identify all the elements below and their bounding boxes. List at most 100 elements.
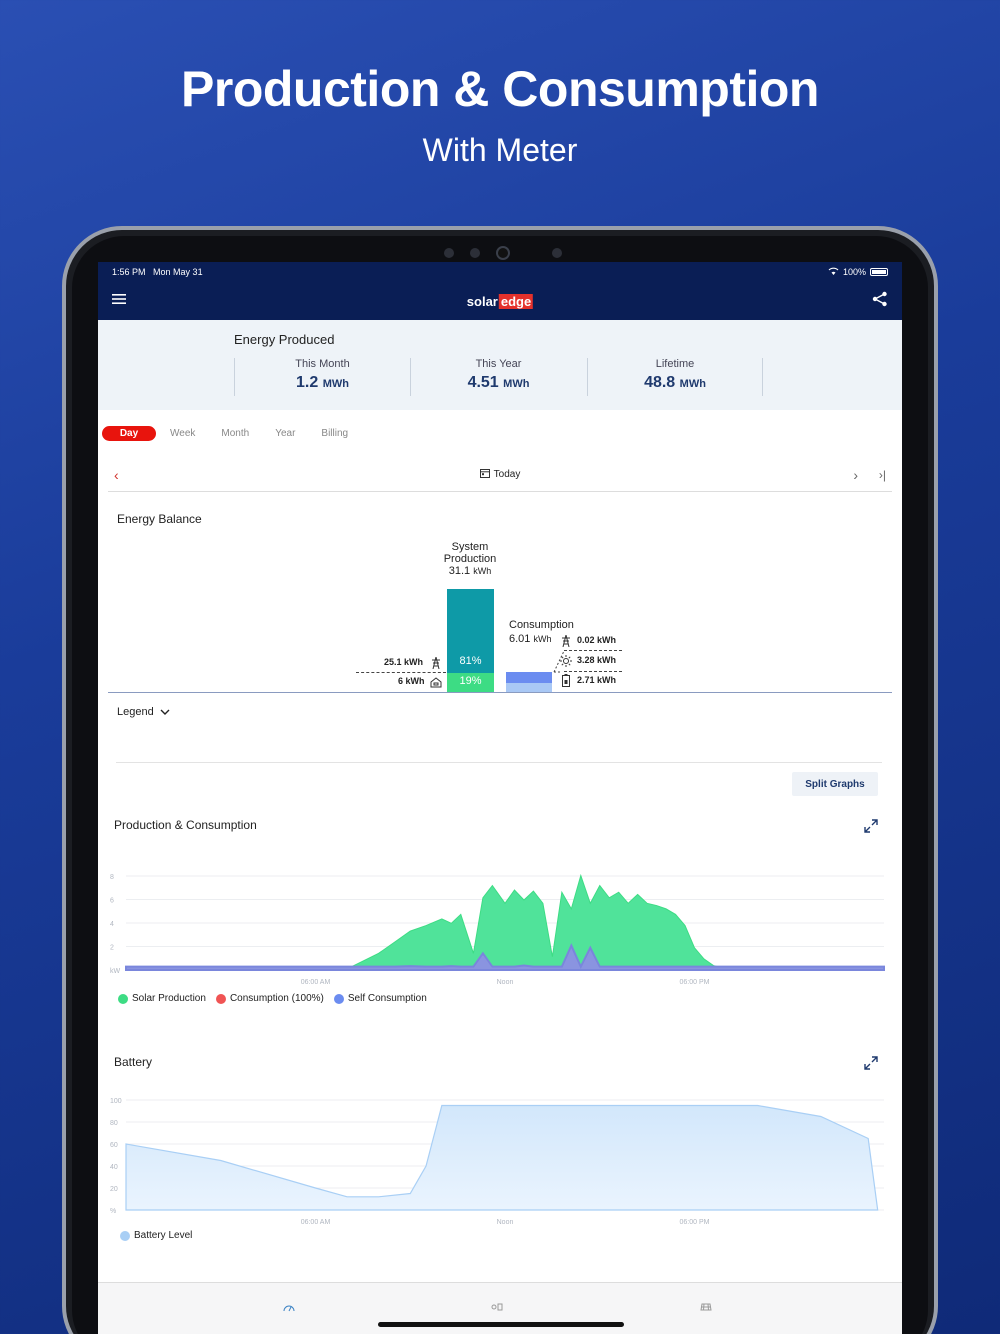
chevron-right-icon[interactable]: › [853, 466, 858, 483]
consumption-bar-solar [506, 672, 552, 683]
series-area-self-consumption [125, 943, 885, 971]
consumption-bar-battery [506, 683, 552, 692]
camera-lens [496, 246, 510, 260]
sensor-dot [470, 248, 480, 258]
y-tick-label: 60 [110, 1142, 118, 1149]
legend-item-battery-level[interactable]: Battery Level [120, 1230, 192, 1241]
status-bar: 1:56 PM Mon May 31 100% [98, 262, 902, 282]
tab-year[interactable]: Year [275, 428, 296, 439]
stat-this-year: This Year 4.51 MWh [410, 358, 586, 396]
dashboard-tab-icon[interactable] [283, 1299, 295, 1317]
sun-icon [560, 654, 572, 672]
production-consumption-chart: 8 6 4 2 kW 06:00 AM Noon 06:00 PM [110, 873, 885, 986]
y-tick-label: 6 [110, 898, 114, 905]
export-value: 25.1 kWh [384, 657, 424, 667]
x-tick-label: Noon [497, 1219, 514, 1226]
tab-month[interactable]: Month [221, 428, 250, 439]
energy-produced-panel: Energy Produced This Month 1.2 MWh This … [98, 320, 902, 410]
legend-dot [333, 993, 344, 1004]
sensor-dot [552, 248, 562, 258]
solaredge-logo: solar edge [466, 293, 534, 309]
dashed-separator [564, 650, 622, 651]
skip-to-end-icon[interactable]: ›| [878, 467, 886, 482]
x-tick-label: 06:00 PM [680, 979, 710, 986]
energy-produced-title: Energy Produced [234, 332, 335, 347]
tab-week[interactable]: Week [170, 428, 196, 439]
legend-item-self-consumption[interactable]: Self Consumption [333, 993, 427, 1004]
from-solar-value: 3.28 kWh [577, 655, 617, 665]
connector-lines [553, 650, 565, 673]
prod-cons-title: Production & Consumption [114, 818, 257, 832]
series-area-battery-level [125, 1104, 879, 1211]
sensor-dot [444, 248, 454, 258]
x-tick-label: 06:00 PM [680, 1219, 710, 1226]
wifi-icon [828, 267, 839, 277]
dashed-separator [564, 671, 622, 672]
legend-toggle[interactable]: Legend [117, 706, 170, 718]
self-percent: 19% [459, 675, 482, 687]
battery-chart: 100 80 60 40 20% 06:00 AM Noon 06:00 PM [110, 1098, 884, 1226]
divider [116, 762, 882, 763]
share-icon[interactable] [872, 291, 888, 312]
legend-item-solar[interactable]: Solar Production [118, 993, 206, 1004]
x-tick-label: Noon [497, 979, 514, 986]
app-screen: 1:56 PM Mon May 31 100% solar edge Energy… [98, 262, 902, 1334]
energy-balance-title: Energy Balance [117, 512, 202, 526]
x-tick-label: 06:00 AM [301, 979, 331, 986]
y-tick-label: 20 [110, 1186, 118, 1193]
system-production-label: System Production 31.1 kWh [443, 541, 497, 577]
battery-legend: Battery Level [120, 1230, 202, 1241]
status-date: Mon May 31 [153, 267, 203, 277]
production-bar-export [447, 589, 494, 673]
nav-bar: solar edge [98, 282, 902, 320]
chevron-left-icon[interactable]: ‹ [114, 466, 119, 483]
tab-billing[interactable]: Billing [321, 428, 349, 439]
consumption-value: 6.01 kWh [509, 633, 552, 645]
battery-title: Battery [114, 1055, 153, 1069]
battery-icon [870, 268, 888, 276]
layout-tab-icon[interactable] [491, 1299, 503, 1317]
house-icon [430, 675, 442, 693]
consumption-label: Consumption [509, 619, 574, 631]
grid-tower-icon [561, 634, 571, 652]
production-bar-self [447, 673, 494, 692]
dashed-separator [356, 672, 446, 673]
y-tick-label: 8 [110, 874, 114, 881]
export-percent: 81% [459, 655, 482, 667]
date-navigator: ‹ Today › ›| [108, 458, 892, 492]
expand-icon[interactable] [864, 819, 878, 838]
split-graphs-button[interactable]: Split Graphs [792, 772, 878, 796]
chevron-down-icon [160, 706, 170, 718]
legend-item-consumption[interactable]: Consumption (100%) [215, 993, 324, 1004]
calendar-icon [479, 468, 490, 481]
legend-dot [215, 993, 226, 1004]
status-time: 1:56 PM [112, 267, 146, 277]
prod-cons-legend: Solar Production Consumption (100%) Self… [118, 993, 437, 1004]
self-value: 6 kWh [398, 676, 425, 686]
y-tick-label: 80 [110, 1120, 118, 1127]
from-battery-value: 2.71 kWh [577, 675, 617, 685]
home-indicator [378, 1322, 624, 1327]
grid-tower-icon [431, 656, 441, 674]
legend-dot [120, 1230, 130, 1241]
legend-dot [118, 993, 128, 1004]
panels-tab-icon[interactable] [700, 1299, 712, 1317]
series-area-solar-production [126, 873, 884, 971]
expand-icon[interactable] [864, 1056, 878, 1075]
hamburger-menu-icon[interactable] [112, 292, 126, 310]
y-tick-label: 2 [110, 945, 114, 952]
period-tabs: Day Week Month Year Billing [102, 426, 374, 441]
y-tick-label: % [110, 1208, 116, 1215]
y-tick-label: 40 [110, 1164, 118, 1171]
y-tick-label: 4 [110, 921, 114, 928]
balance-baseline [108, 692, 892, 693]
promo-subtitle: With Meter [422, 132, 578, 168]
tab-day[interactable]: Day [102, 426, 156, 441]
promo-title: Production & Consumption [181, 61, 819, 117]
y-tick-label: kW [110, 968, 121, 975]
date-picker-button[interactable]: Today [479, 468, 520, 481]
battery-percent: 100% [842, 267, 866, 277]
from-grid-value: 0.02 kWh [577, 635, 617, 645]
stat-this-month: This Month 1.2 MWh [234, 358, 410, 396]
stat-lifetime: Lifetime 48.8 MWh [587, 358, 763, 396]
